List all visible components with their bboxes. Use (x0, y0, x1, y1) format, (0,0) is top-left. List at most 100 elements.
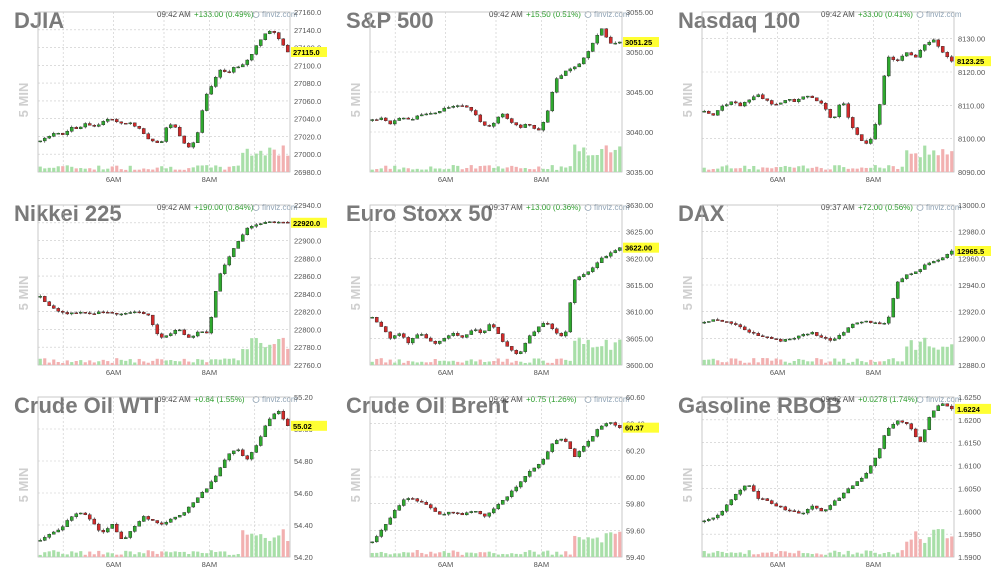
candle-body (482, 513, 487, 517)
candle-body (819, 508, 824, 512)
volume-bar (52, 550, 56, 557)
volume-bar (501, 361, 505, 365)
volume-bar (550, 165, 554, 172)
chart-panel-djia[interactable]: DJIA 09:42 AM +133.00 (0.49%) finviz.com 5 M… (0, 0, 329, 192)
x-tick-label: 6AM (770, 175, 785, 184)
volume-bar (277, 535, 281, 557)
candle-body (487, 324, 492, 332)
chart-panel-euro-stoxx-50[interactable]: Euro Stoxx 50 09:37 AM +13.00 (0.36%) finvi… (332, 193, 661, 385)
volume-bar (384, 553, 388, 557)
volume-bar (438, 360, 442, 365)
candles (38, 220, 290, 340)
chart-panel-nasdaq100[interactable]: Nasdaq 100 09:42 AM +33.00 (0.41%) finviz.c… (664, 0, 993, 192)
candle-body (900, 278, 905, 283)
candle-body (868, 465, 873, 474)
candle-body (379, 117, 384, 120)
y-tick-label: 60.20 (626, 446, 645, 455)
candle-body (469, 511, 474, 513)
volume-bar (259, 150, 263, 172)
candle-body (482, 330, 487, 333)
candle-body (586, 271, 591, 275)
candle-body (500, 333, 505, 342)
volume-bar (819, 359, 823, 365)
candle-body (810, 332, 815, 335)
candle-body (146, 133, 151, 140)
candle-body (850, 485, 855, 489)
candle-body (374, 536, 379, 543)
chart-panel-crude-oil-brent[interactable]: Crude Oil Brent 09:42 AM +0.75 (1.26%) finv… (332, 385, 661, 577)
chart-panel-nikkei225[interactable]: Nikkei 225 09:42 AM +190.00 (0.84%) finviz.… (0, 193, 329, 385)
candle-body (83, 512, 88, 515)
last-price-marker: 22920.0 (291, 217, 327, 228)
volume-bar (716, 168, 720, 172)
candle-body (491, 508, 496, 514)
volume-bar (541, 360, 545, 365)
candle-body (415, 334, 420, 339)
candle-body (186, 143, 191, 148)
volume-bar (546, 169, 550, 172)
volume-bar (281, 529, 285, 557)
volume-bar (38, 166, 42, 172)
candle-body (123, 313, 128, 315)
candle-body (132, 122, 137, 127)
volume-bar (205, 165, 209, 172)
chart-time: 09:42 AM (157, 10, 191, 19)
y-tick-label: 3050.00 (626, 48, 653, 57)
candle-body (60, 132, 65, 135)
volume-bar (487, 165, 491, 172)
candle-body (455, 333, 460, 336)
volume-bar (720, 166, 724, 172)
y-tick-label: 60.00 (626, 473, 645, 482)
volume-bar (905, 346, 909, 365)
volume-bar (801, 359, 805, 365)
candle-body (900, 420, 905, 423)
candle-body (51, 133, 56, 137)
volume-bar (510, 553, 514, 557)
candle-body (927, 417, 932, 430)
volume-bar (950, 151, 954, 172)
candle-body (568, 68, 573, 72)
candle-body (186, 334, 191, 338)
chart-panel-dax[interactable]: DAX 09:37 AM +72.00 (0.56%) finviz.com 5 MIN… (664, 193, 993, 385)
volume-bar (837, 361, 841, 365)
candle-body (47, 136, 52, 139)
y-tick-label: 12920.0 (958, 308, 985, 317)
volume-bar (792, 167, 796, 172)
candle-body (272, 31, 277, 33)
candle-body (850, 323, 855, 328)
candle-body (738, 489, 743, 495)
candle-body (69, 126, 74, 132)
volume-bar (214, 165, 218, 172)
chart-panel-gasoline-rbob[interactable]: Gasoline RBOB 09:42 AM +0.0278 (1.74%) finv… (664, 385, 993, 577)
candle-body (285, 44, 290, 53)
volume-bar (281, 145, 285, 172)
candle-body (904, 422, 909, 424)
y-tick-label: 3620.00 (626, 254, 653, 263)
volume-bar (918, 157, 922, 172)
volume-bar (164, 551, 168, 557)
volume-bar (806, 553, 810, 557)
volume-bar (182, 169, 186, 172)
volume-bar (456, 361, 460, 365)
volume-bar (783, 551, 787, 557)
candle-body (388, 331, 393, 339)
volume-bar (541, 168, 545, 172)
candle-body (518, 481, 523, 488)
candle-body (200, 492, 205, 498)
candle-body (783, 100, 788, 104)
chart-panel-sp500[interactable]: S&P 500 09:42 AM +15.50 (0.51%) finviz.com 5… (332, 0, 661, 192)
volume-bar (61, 553, 65, 557)
candle-body (401, 499, 406, 506)
chart-panel-crude-oil-wti[interactable]: Crude Oil WTI 09:42 AM +0.84 (1.55%) finviz… (0, 385, 329, 577)
volume-bar (747, 169, 751, 172)
volume-bar (483, 361, 487, 365)
volume-bar (600, 346, 604, 365)
volume-bar (833, 358, 837, 365)
y-tick-label: 1.6000 (958, 507, 981, 516)
candle-body (379, 321, 384, 327)
candle-body (65, 131, 70, 135)
candle-body (263, 222, 268, 224)
candle-body (541, 122, 546, 131)
candle-body (706, 519, 711, 522)
volume-bar (729, 358, 733, 365)
